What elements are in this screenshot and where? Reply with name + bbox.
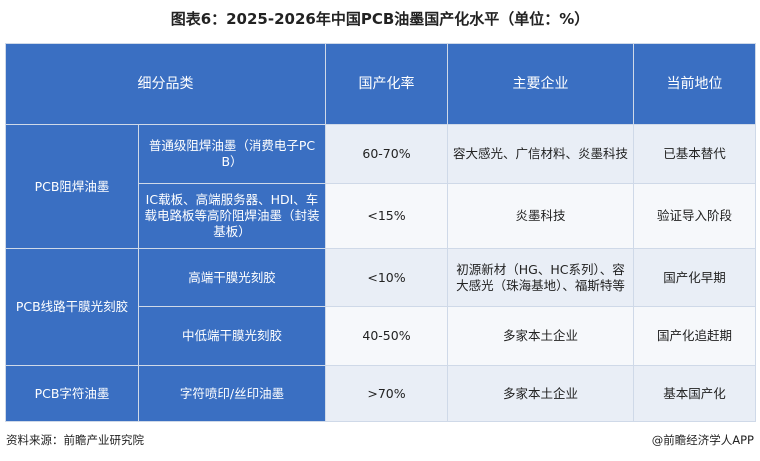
- header-status: 当前地位: [633, 43, 756, 125]
- rate-cell: <10%: [325, 248, 448, 307]
- subcategory-cell: IC载板、高端服务器、HDI、车载电路板等高阶阻焊油墨（封装基板）: [138, 183, 326, 249]
- company-cell: 多家本土企业: [447, 365, 634, 422]
- status-cell: 已基本替代: [633, 124, 756, 184]
- company-cell: 容大感光、广信材料、炎墨科技: [447, 124, 634, 184]
- company-cell: 多家本土企业: [447, 306, 634, 366]
- header-company: 主要企业: [447, 43, 634, 125]
- header-category: 细分品类: [5, 43, 326, 125]
- table-row: 中低端干膜光刻胶 40-50% 多家本土企业 国产化追赶期: [6, 306, 756, 366]
- status-cell: 国产化早期: [633, 248, 756, 307]
- rate-cell: 60-70%: [325, 124, 448, 184]
- status-cell: 基本国产化: [633, 365, 756, 422]
- group-name: PCB阻焊油墨: [5, 124, 139, 249]
- status-cell: 国产化追赶期: [633, 306, 756, 366]
- status-cell: 验证导入阶段: [633, 183, 756, 249]
- header-rate: 国产化率: [325, 43, 448, 125]
- table-row: IC载板、高端服务器、HDI、车载电路板等高阶阻焊油墨（封装基板） <15% 炎…: [6, 183, 756, 249]
- header-row: 细分品类 国产化率 主要企业 当前地位: [5, 43, 756, 125]
- localization-table: 细分品类 国产化率 主要企业 当前地位 PCB阻焊油墨 普通级阻焊油墨（消费电子…: [5, 43, 756, 422]
- subcategory-cell: 高端干膜光刻胶: [138, 248, 326, 307]
- footer: 资料来源：前瞻产业研究院 @前瞻经济学人APP: [6, 432, 754, 450]
- company-cell: 炎墨科技: [447, 183, 634, 249]
- table-row: PCB阻焊油墨 普通级阻焊油墨（消费电子PCB） 60-70% 容大感光、广信材…: [5, 124, 756, 249]
- page-title: 图表6：2025-2026年中国PCB油墨国产化水平（单位：%）: [170, 10, 590, 28]
- group-name: PCB线路干膜光刻胶: [5, 248, 139, 366]
- rate-cell: >70%: [325, 365, 448, 422]
- subcategory-cell: 字符喷印/丝印油墨: [138, 365, 326, 422]
- rate-cell: <15%: [325, 183, 448, 249]
- company-cell: 初源新材（HG、HC系列）、容大感光（珠海基地）、福斯特等: [447, 248, 634, 307]
- table-row: PCB线路干膜光刻胶 高端干膜光刻胶 <10% 初源新材（HG、HC系列）、容大…: [5, 248, 756, 366]
- table-row: PCB字符油墨 字符喷印/丝印油墨 >70% 多家本土企业 基本国产化: [5, 365, 756, 422]
- group-name: PCB字符油墨: [5, 365, 139, 422]
- rate-cell: 40-50%: [325, 306, 448, 366]
- subcategory-cell: 中低端干膜光刻胶: [138, 306, 326, 366]
- source-note: 资料来源：前瞻产业研究院: [6, 433, 144, 447]
- credit-note: @前瞻经济学人APP: [651, 433, 754, 447]
- subcategory-cell: 普通级阻焊油墨（消费电子PCB）: [138, 124, 326, 184]
